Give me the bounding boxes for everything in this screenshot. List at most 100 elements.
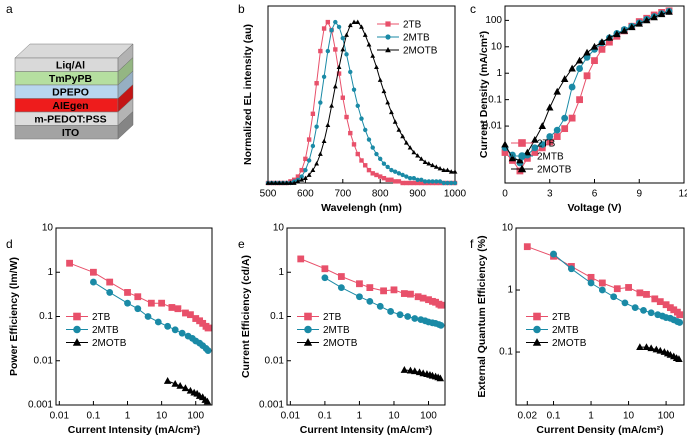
data-point bbox=[351, 19, 357, 24]
y-tick-label: 0.01 bbox=[483, 121, 503, 132]
data-point bbox=[426, 161, 432, 166]
data-point bbox=[321, 26, 327, 31]
data-point bbox=[318, 48, 323, 54]
data-point bbox=[434, 179, 439, 184]
data-point bbox=[174, 305, 182, 313]
x-tick-label: 1000 bbox=[444, 189, 467, 200]
data-point bbox=[176, 382, 184, 389]
data-point bbox=[430, 162, 435, 168]
legend-label: 2MOTB bbox=[403, 46, 438, 57]
data-point bbox=[348, 130, 353, 136]
data-point bbox=[329, 27, 334, 33]
y-tick-label: 0.1 bbox=[488, 94, 502, 105]
data-point bbox=[310, 143, 316, 149]
data-point bbox=[643, 290, 650, 298]
layer-label: Liq/Al bbox=[56, 60, 85, 72]
data-point bbox=[628, 23, 636, 31]
y-axis-title: Current Efficiency (cd/A) bbox=[240, 255, 252, 378]
data-point bbox=[299, 174, 304, 179]
data-point bbox=[171, 326, 179, 334]
data-point bbox=[178, 329, 186, 337]
y-tick-label: 0.01 bbox=[34, 355, 54, 366]
data-point bbox=[370, 53, 376, 58]
data-point bbox=[404, 180, 409, 186]
data-point bbox=[359, 158, 364, 163]
data-point bbox=[317, 151, 323, 156]
data-point bbox=[546, 138, 554, 146]
data-point bbox=[419, 177, 424, 182]
data-point bbox=[182, 309, 189, 317]
data-point bbox=[332, 83, 338, 89]
data-point bbox=[553, 126, 561, 134]
data-point bbox=[419, 180, 424, 186]
data-point bbox=[657, 10, 666, 18]
x-axis-title: Current Density (mA/cm²) bbox=[536, 424, 663, 436]
data-point bbox=[344, 114, 349, 120]
x-tick-label: 100 bbox=[187, 411, 204, 422]
y-tick-label: 1 bbox=[278, 267, 284, 278]
data-point bbox=[396, 127, 402, 132]
data-point bbox=[390, 286, 398, 294]
legend-marker bbox=[73, 325, 81, 334]
data-point bbox=[359, 116, 364, 121]
data-point bbox=[531, 135, 539, 143]
data-point bbox=[538, 122, 547, 129]
panel-label: b bbox=[238, 2, 245, 16]
data-point bbox=[613, 30, 621, 38]
x-tick-label: 0.1 bbox=[86, 411, 100, 422]
data-point bbox=[430, 179, 435, 184]
legend-marker bbox=[533, 312, 541, 321]
data-point bbox=[523, 243, 531, 251]
legend-marker bbox=[304, 312, 312, 321]
y-tick-label: 0.001 bbox=[259, 400, 284, 411]
data-point bbox=[583, 72, 591, 80]
data-point bbox=[337, 273, 345, 280]
plot-frame bbox=[515, 227, 685, 406]
data-point bbox=[366, 167, 372, 173]
data-point bbox=[396, 311, 404, 319]
data-point bbox=[363, 163, 368, 168]
data-point bbox=[610, 293, 618, 301]
data-point bbox=[106, 289, 114, 296]
legend-label: 2TB bbox=[323, 312, 342, 323]
data-point bbox=[374, 172, 379, 178]
data-point bbox=[411, 367, 419, 375]
y-tick-label: 0.1 bbox=[499, 347, 513, 358]
data-point bbox=[606, 38, 613, 46]
data-point bbox=[318, 100, 323, 105]
data-point bbox=[650, 13, 658, 21]
legend-marker bbox=[73, 312, 81, 321]
data-point bbox=[321, 274, 329, 282]
legend-label: 2MTB bbox=[323, 325, 350, 336]
data-point bbox=[411, 149, 417, 155]
data-point bbox=[620, 26, 629, 34]
data-point bbox=[636, 289, 644, 297]
data-point bbox=[134, 305, 142, 313]
data-point bbox=[560, 75, 569, 82]
data-point bbox=[144, 313, 152, 320]
data-point bbox=[299, 177, 305, 182]
data-point bbox=[154, 318, 162, 326]
y-tick-label: 0.001 bbox=[28, 400, 53, 411]
data-point bbox=[576, 96, 583, 104]
data-point bbox=[546, 133, 554, 140]
data-point bbox=[676, 311, 684, 319]
data-point bbox=[374, 151, 379, 157]
data-point bbox=[501, 149, 509, 156]
layer-side-shade bbox=[118, 84, 133, 112]
data-point bbox=[314, 124, 319, 129]
x-tick-label: 600 bbox=[297, 189, 314, 200]
x-tick-label: 10 bbox=[623, 411, 635, 422]
legend-label: 2TB bbox=[403, 20, 422, 31]
data-point bbox=[404, 174, 409, 179]
data-point bbox=[613, 285, 621, 293]
data-point bbox=[66, 259, 73, 267]
data-point bbox=[333, 47, 338, 52]
data-point bbox=[411, 315, 419, 322]
data-point bbox=[407, 290, 414, 298]
data-point bbox=[366, 137, 372, 142]
data-point bbox=[362, 32, 368, 37]
data-point bbox=[291, 180, 297, 185]
data-point bbox=[284, 180, 290, 185]
x-tick-label: 9 bbox=[636, 189, 642, 200]
